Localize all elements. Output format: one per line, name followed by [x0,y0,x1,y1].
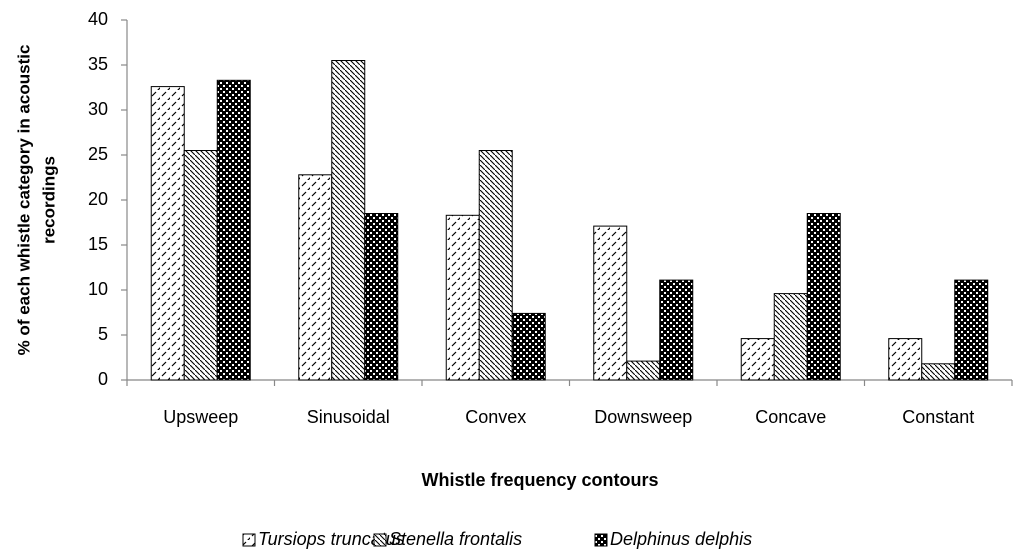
y-axis-title: recordings [39,156,58,244]
bar [593,225,628,381]
bar [511,312,546,381]
bar [888,338,923,381]
legend-label: Delphinus delphis [610,529,752,549]
bar [659,279,694,381]
legend-label: Tursiops truncatus [258,529,405,549]
bar [954,279,989,381]
x-tick-label: Convex [465,407,526,427]
y-tick-label: 20 [88,189,108,209]
legend-swatch [242,533,256,547]
x-tick-label: Downsweep [594,407,692,427]
x-tick-label: Sinusoidal [307,407,390,427]
bar [183,150,218,381]
bar [298,174,333,381]
bar [478,150,513,381]
x-tick-label: Constant [902,407,974,427]
y-tick-label: 35 [88,54,108,74]
y-tick-label: 0 [98,369,108,389]
bar [921,363,956,381]
bar [773,293,808,381]
x-axis-title: Whistle frequency contours [421,470,658,490]
bar [216,79,251,381]
x-tick-label: Concave [755,407,826,427]
bar [806,213,841,381]
y-tick-label: 25 [88,144,108,164]
bar [626,360,661,381]
bar [445,214,480,381]
x-tick-label: Upsweep [163,407,238,427]
y-tick-label: 30 [88,99,108,119]
y-tick-label: 5 [98,324,108,344]
bar [150,86,185,381]
bar [331,60,366,381]
y-tick-label: 40 [88,9,108,29]
y-tick-label: 10 [88,279,108,299]
legend-swatch [373,533,387,547]
legend-label: Stenella frontalis [389,529,522,549]
bar [740,338,775,381]
y-axis-title: % of each whistle category in acoustic [14,45,33,356]
bar [364,213,399,381]
y-tick-label: 15 [88,234,108,254]
legend-swatch [594,533,608,547]
